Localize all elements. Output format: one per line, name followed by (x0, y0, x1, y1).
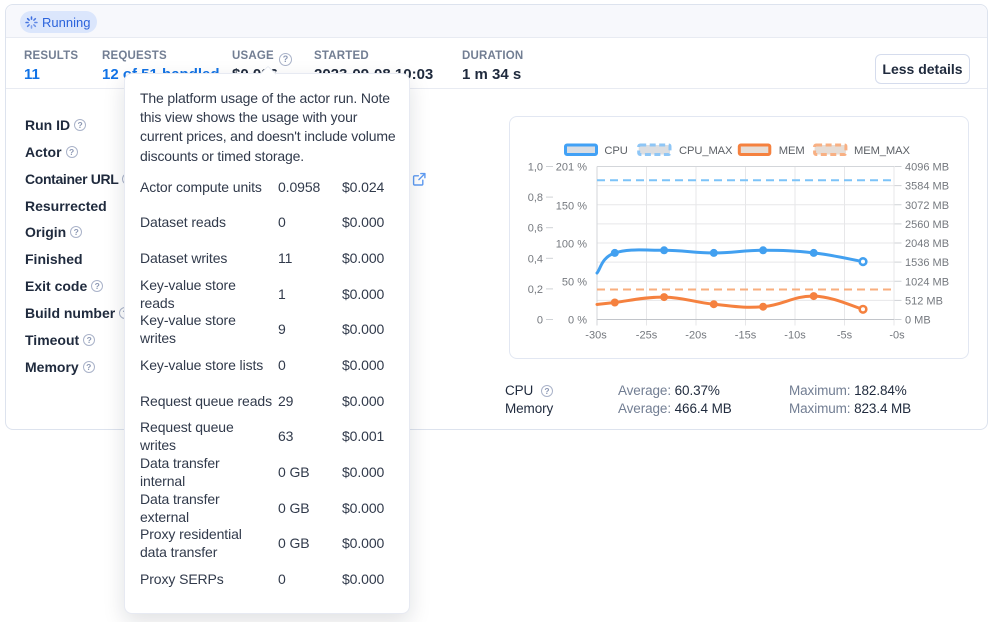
svg-text:-5s: -5s (837, 330, 853, 342)
svg-text:512 MB: 512 MB (905, 295, 943, 307)
svg-text:MEM_MAX: MEM_MAX (854, 145, 911, 157)
svg-text:CPU_MAX: CPU_MAX (679, 145, 733, 157)
svg-text:100 %: 100 % (556, 238, 587, 250)
svg-text:0,2: 0,2 (528, 284, 543, 296)
svg-text:3584 MB: 3584 MB (905, 181, 949, 193)
svg-text:-20s: -20s (685, 330, 707, 342)
svg-text:0 %: 0 % (568, 315, 587, 327)
svg-text:0,8: 0,8 (528, 192, 543, 204)
svg-text:MEM: MEM (779, 145, 805, 157)
svg-text:-25s: -25s (636, 330, 658, 342)
svg-text:0 MB: 0 MB (905, 315, 931, 327)
svg-text:0,6: 0,6 (528, 223, 543, 235)
svg-text:0,4: 0,4 (528, 253, 543, 265)
svg-text:CPU: CPU (604, 145, 627, 157)
svg-text:0: 0 (537, 315, 543, 327)
svg-text:1536 MB: 1536 MB (905, 257, 949, 269)
svg-text:-15s: -15s (735, 330, 757, 342)
svg-text:1,0: 1,0 (528, 162, 543, 174)
svg-text:150 %: 150 % (556, 200, 587, 212)
svg-text:201 %: 201 % (556, 162, 587, 174)
svg-text:2048 MB: 2048 MB (905, 238, 949, 250)
svg-text:50 %: 50 % (562, 276, 587, 288)
svg-text:-10s: -10s (784, 330, 806, 342)
svg-text:3072 MB: 3072 MB (905, 200, 949, 212)
svg-text:4096 MB: 4096 MB (905, 162, 949, 174)
svg-text:2560 MB: 2560 MB (905, 219, 949, 231)
svg-text:-0s: -0s (889, 330, 905, 342)
svg-text:1024 MB: 1024 MB (905, 276, 949, 288)
svg-text:-30s: -30s (585, 330, 607, 342)
